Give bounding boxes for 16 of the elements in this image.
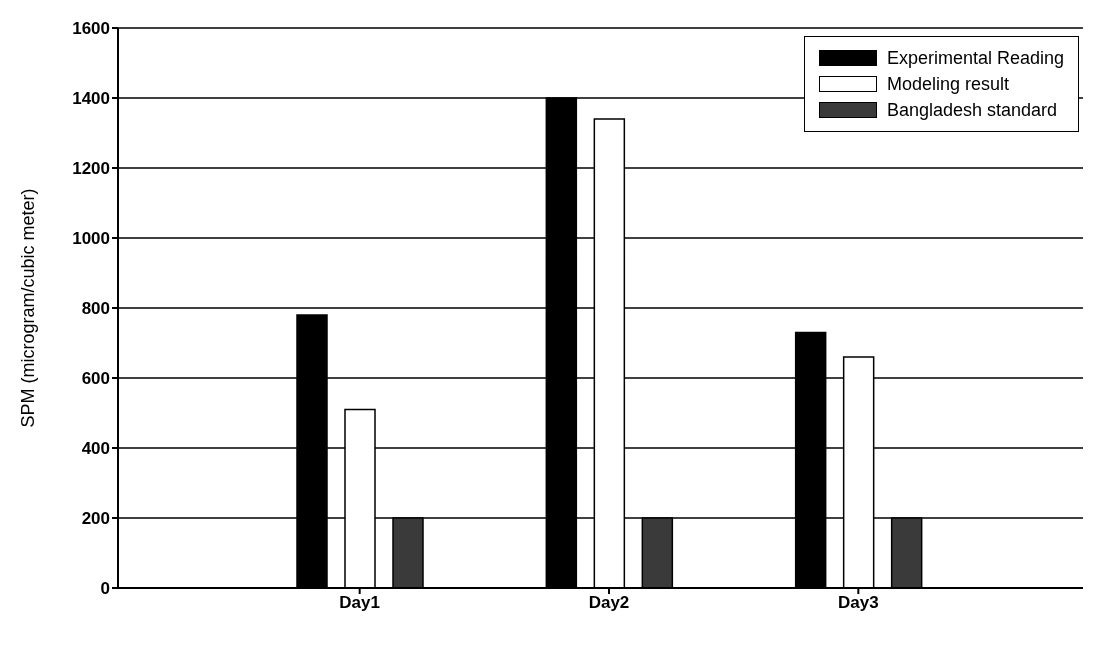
x-tick-label: Day3 bbox=[838, 593, 879, 613]
legend-label: Bangladesh standard bbox=[886, 99, 1058, 122]
legend-label: Experimental Reading bbox=[886, 47, 1064, 70]
y-tick-label: 1200 bbox=[72, 159, 110, 179]
y-tick-label: 0 bbox=[100, 579, 110, 599]
x-tick-label: Day2 bbox=[588, 593, 630, 613]
y-tick-label: 200 bbox=[81, 509, 110, 529]
y-axis-title: SPM (microgram/cubic meter) bbox=[18, 188, 39, 428]
legend-label: Modeling result bbox=[886, 73, 1009, 96]
y-tick-label: 1400 bbox=[72, 89, 110, 109]
y-tick-label: 600 bbox=[81, 369, 110, 389]
y-tick-label: 400 bbox=[81, 439, 110, 459]
y-tick-label: 800 bbox=[81, 299, 110, 319]
x-tick-label: Day1 bbox=[339, 593, 380, 613]
y-tick-label: 1600 bbox=[72, 19, 110, 39]
y-tick-label: 1000 bbox=[72, 229, 110, 249]
